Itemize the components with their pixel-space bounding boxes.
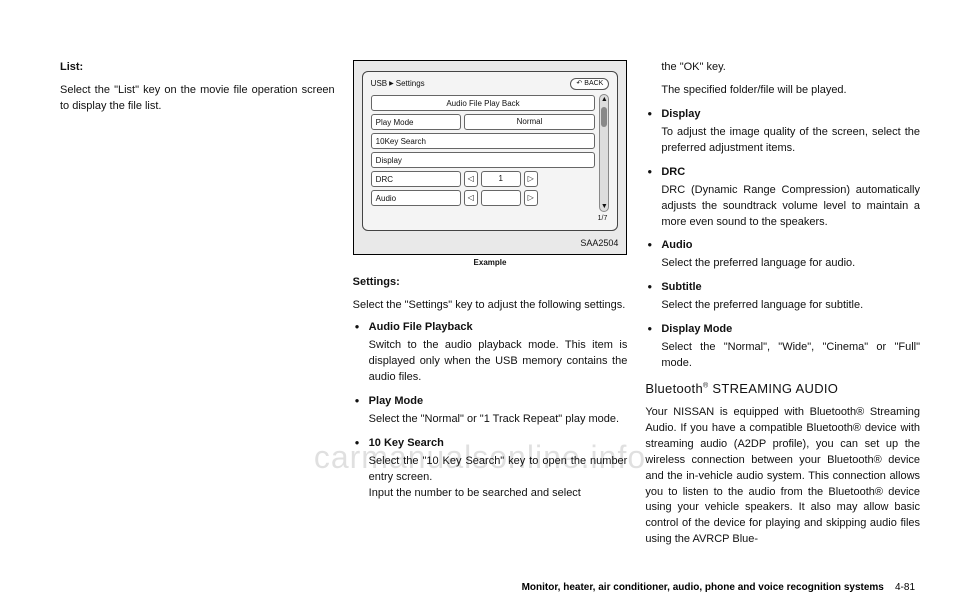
item-title: Subtitle [661,280,920,296]
chevron-right-icon: ▶ [389,80,394,89]
settings-body: Select the "Settings" key to adjust the … [353,298,628,314]
item-body: Select the "10 Key Search" key to open t… [369,454,628,486]
menu-row-display[interactable]: Display [371,151,596,168]
list-item: Display To adjust the image quality of t… [645,107,920,157]
increment-button[interactable]: ▷ [524,190,538,206]
item-title: DRC [661,165,920,181]
breadcrumb-row: USB ▶ Settings ↶ BACK [371,78,610,90]
list-heading: List: [60,60,335,76]
bluetooth-section-title: Bluetooth® STREAMING AUDIO [645,380,920,399]
item-body: To adjust the image quality of the scree… [661,125,920,157]
menu-label: Display [371,152,596,168]
manual-page: List: Select the "List" key on the movie… [60,60,920,591]
figure: USB ▶ Settings ↶ BACK Audio File Play B [353,60,628,255]
footer-section: Monitor, heater, air conditioner, audio,… [522,582,884,593]
list-item: Subtitle Select the preferred language f… [645,280,920,314]
back-arrow-icon: ↶ [576,79,582,89]
item-title: 10 Key Search [369,436,628,452]
menu-label: 10Key Search [371,133,596,149]
list-item: Play Mode Select the "Normal" or "1 Trac… [353,394,628,428]
menu-value: 1 [481,171,521,187]
list-item: DRC DRC (Dynamic Range Compression) auto… [645,165,920,231]
bt-title-a: Bluetooth [645,381,703,396]
device-screen: USB ▶ Settings ↶ BACK Audio File Play B [362,71,619,231]
list-item: 10 Key Search Select the "10 Key Search"… [353,436,628,502]
settings-heading: Settings: [353,275,628,291]
menu-row-audio-file-playback[interactable]: Audio File Play Back [371,94,596,111]
item-body: Select the preferred language for audio. [661,256,920,272]
scroll-down-icon: ▼ [601,203,608,210]
item-body: Select the preferred language for subtit… [661,298,920,314]
menu-value: Normal [464,114,596,130]
scroll-up-icon: ▲ [601,96,608,103]
item-body-2: Input the number to be searched and sele… [369,486,628,502]
list-item: Display Mode Select the "Normal", "Wide"… [645,322,920,372]
menu-area: Audio File Play Back Play Mode Normal 10… [371,94,610,212]
figure-wrap: USB ▶ Settings ↶ BACK Audio File Play B [353,60,628,269]
menu-label: Play Mode [371,114,461,130]
item-title: Play Mode [369,394,628,410]
column-3: the "OK" key. The specified folder/file … [645,60,920,591]
menu-value [481,190,521,206]
increment-button[interactable]: ▷ [524,171,538,187]
figure-code: SAA2504 [580,237,618,250]
menu-row-drc[interactable]: DRC ◁ 1 ▷ [371,170,596,187]
item-title: Display Mode [661,322,920,338]
settings-list: Audio File Playback Switch to the audio … [353,320,628,501]
breadcrumb: USB ▶ Settings [371,78,425,90]
decrement-button[interactable]: ◁ [464,171,478,187]
menu-label: Audio File Play Back [371,95,596,111]
settings-list-cont: Display To adjust the image quality of t… [645,107,920,372]
item-body: Select the "Normal", "Wide", "Cinema" or… [661,340,920,372]
list-item: Audio File Playback Switch to the audio … [353,320,628,386]
cont-line-2: The specified folder/file will be played… [661,83,920,99]
cont-line-1: the "OK" key. [661,60,920,76]
menu-row-audio[interactable]: Audio ◁ ▷ [371,189,596,206]
menu-row-10key-search[interactable]: 10Key Search [371,132,596,149]
scroll-thumb [601,107,607,127]
menu-label: DRC [371,171,461,187]
item-body: Switch to the audio playback mode. This … [369,338,628,386]
item-title: Display [661,107,920,123]
back-button[interactable]: ↶ BACK [570,78,609,90]
item-body: DRC (Dynamic Range Compression) automati… [661,183,920,231]
list-item: Audio Select the preferred language for … [645,238,920,272]
bluetooth-body: Your NISSAN is equipped with Bluetooth® … [645,405,920,548]
continuation-block: the "OK" key. The specified folder/file … [645,60,920,99]
item-title: Audio [661,238,920,254]
menu-list: Audio File Play Back Play Mode Normal 10… [371,94,596,212]
decrement-button[interactable]: ◁ [464,190,478,206]
menu-row-play-mode[interactable]: Play Mode Normal [371,113,596,130]
back-label: BACK [584,79,603,89]
column-1: List: Select the "List" key on the movie… [60,60,335,591]
column-2: USB ▶ Settings ↶ BACK Audio File Play B [353,60,628,591]
item-title: Audio File Playback [369,320,628,336]
item-body: Select the "Normal" or "1 Track Repeat" … [369,412,628,428]
scrollbar[interactable]: ▲ ▼ [599,94,609,212]
crumb-usb: USB [371,78,387,90]
figure-caption: Example [353,257,628,269]
page-indicator: 1/7 [371,214,610,224]
page-footer: Monitor, heater, air conditioner, audio,… [522,582,915,593]
menu-label: Audio [371,190,461,206]
footer-page-number: 4-81 [895,582,915,593]
list-body: Select the "List" key on the movie file … [60,83,335,115]
crumb-settings: Settings [396,78,425,90]
bt-title-b: STREAMING AUDIO [708,381,838,396]
